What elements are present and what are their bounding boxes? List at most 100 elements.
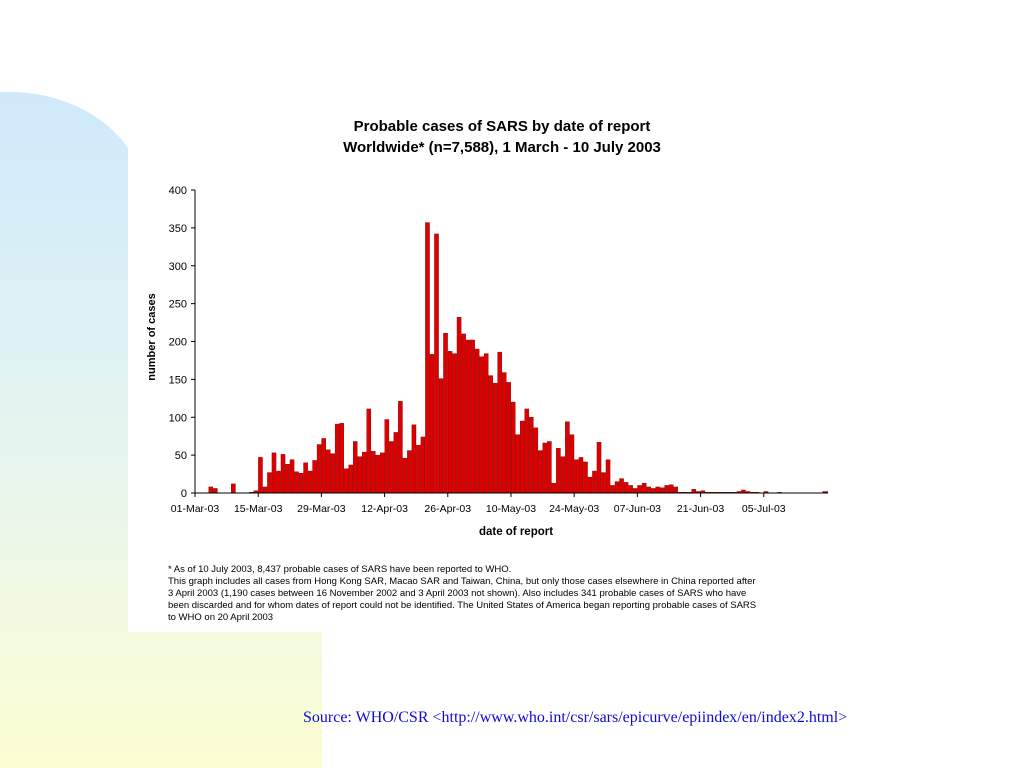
bar — [587, 476, 593, 494]
y-tick-label: 0 — [181, 488, 187, 500]
bar — [452, 353, 457, 494]
bar — [285, 464, 290, 494]
x-tick-label: 26-Apr-03 — [424, 503, 471, 515]
x-tick-label: 05-Jul-03 — [742, 503, 786, 515]
chart-title: Probable cases of SARS by date of report — [353, 118, 651, 135]
y-tick-label: 150 — [169, 374, 187, 386]
bar — [605, 459, 611, 494]
bar — [393, 432, 399, 494]
bar — [691, 489, 697, 494]
bar — [429, 354, 435, 494]
bar — [289, 459, 295, 494]
bar — [565, 421, 570, 494]
y-tick-label: 200 — [169, 337, 187, 349]
bar — [280, 454, 286, 494]
bar — [438, 378, 444, 494]
bar — [533, 427, 539, 494]
bar — [623, 482, 629, 494]
footnote-line: to WHO on 20 April 2003 — [168, 612, 274, 623]
bar — [501, 372, 507, 494]
bar — [461, 333, 466, 494]
bar — [330, 453, 335, 494]
bar — [307, 470, 313, 494]
bar — [434, 233, 439, 494]
y-tick-label: 50 — [175, 450, 187, 462]
bar — [407, 450, 412, 494]
bar — [542, 442, 548, 494]
bar — [632, 488, 638, 494]
bar — [321, 438, 326, 494]
y-tick-label: 400 — [169, 185, 187, 197]
bar — [479, 356, 484, 494]
bar — [664, 485, 669, 494]
bar — [343, 468, 349, 494]
y-tick-label: 250 — [169, 299, 187, 311]
bar — [497, 351, 502, 494]
y-axis-label: number of cases — [146, 293, 158, 380]
footnote-line: 3 April 2003 (1,190 cases between 16 Nov… — [168, 588, 747, 599]
bar — [213, 488, 218, 494]
x-tick-label: 10-May-03 — [486, 503, 536, 515]
source-citation: Source: WHO/CSR <http://www.who.int/csr/… — [303, 709, 848, 726]
chart-title-block: Probable cases of SARS by date of report… — [128, 116, 876, 158]
bar — [357, 456, 363, 494]
bar — [271, 452, 277, 494]
bar — [384, 419, 390, 494]
bar — [655, 486, 660, 494]
bar — [294, 471, 299, 494]
bar — [398, 401, 403, 494]
bar — [416, 445, 421, 494]
decorative-left-shape — [0, 91, 322, 768]
bar — [547, 441, 552, 494]
bar — [560, 456, 566, 494]
bar — [325, 449, 331, 494]
bar — [231, 483, 236, 494]
bar — [556, 448, 561, 494]
y-tick-label: 300 — [169, 261, 187, 273]
y-tick-label: 100 — [169, 412, 187, 424]
bar — [425, 222, 430, 494]
bar — [641, 482, 647, 494]
bar — [646, 486, 651, 494]
bar — [371, 451, 376, 494]
x-tick-label: 21-Jun-03 — [677, 503, 724, 515]
bar — [258, 457, 263, 494]
bar — [628, 485, 633, 494]
bar — [637, 485, 642, 494]
bar — [515, 434, 521, 494]
footnote-line: been discarded and for whom dates of rep… — [168, 600, 757, 611]
bar — [619, 478, 624, 494]
bar — [389, 441, 394, 494]
x-tick-label: 12-Apr-03 — [361, 503, 408, 515]
chart-figure: Probable cases of SARS by date of report… — [128, 92, 828, 632]
bar — [208, 486, 214, 494]
bar — [443, 332, 448, 494]
bar — [583, 461, 588, 494]
bar — [596, 442, 602, 494]
bar — [298, 473, 304, 494]
x-tick-label: 15-Mar-03 — [234, 503, 283, 515]
chart-footnote: * As of 10 July 2003, 8,437 probable cas… — [168, 564, 828, 624]
x-tick-label: 24-May-03 — [549, 503, 599, 515]
footnote-line: This graph includes all cases from Hong … — [168, 576, 756, 587]
bar — [267, 472, 272, 494]
bar — [380, 452, 385, 494]
bar — [456, 317, 462, 494]
bar — [420, 436, 426, 494]
bar-chart: 0 50 100 150 200 250 300 350 400 01-Mar-03 15-Mar-… — [146, 185, 828, 538]
x-axis-label: date of report — [479, 526, 553, 538]
bar — [474, 348, 480, 494]
bar — [402, 457, 408, 494]
bar — [362, 451, 367, 494]
bar — [334, 423, 340, 494]
bar — [601, 472, 606, 494]
y-tick-label: 350 — [169, 223, 187, 235]
bar — [506, 382, 511, 494]
bar — [520, 420, 525, 494]
bar — [262, 486, 268, 494]
bar — [447, 351, 453, 494]
x-tick-label: 01-Mar-03 — [171, 503, 220, 515]
bar — [483, 353, 489, 494]
bar — [465, 339, 471, 494]
